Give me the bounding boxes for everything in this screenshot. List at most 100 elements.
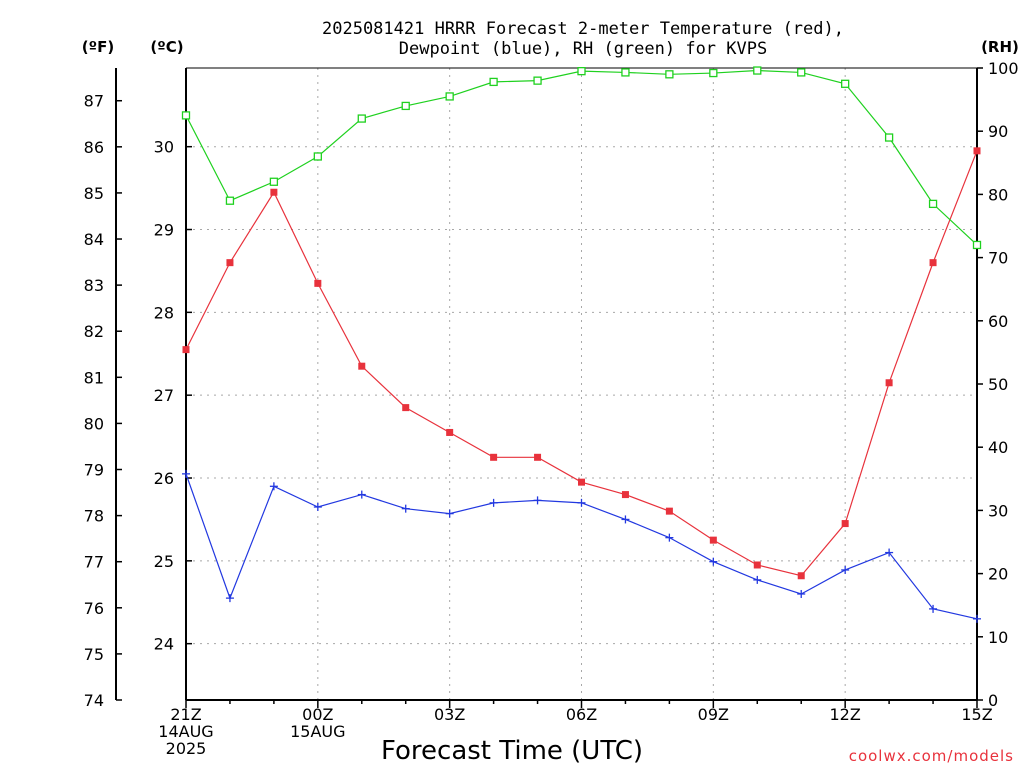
fahrenheit-unit-label: (ºF) [82,38,114,56]
temperature-point [358,362,366,370]
celsius-tick-label: 29 [154,221,174,240]
rh-tick-label: 20 [988,565,1008,584]
chart-title-line-1: 2025081421 HRRR Forecast 2-meter Tempera… [322,19,844,39]
rh-unit-label: (RH) [981,38,1019,56]
x-tick-label: 06Z [566,705,597,724]
rh-point [928,199,938,209]
dewpoint-point [885,548,894,557]
rh-point [181,111,191,120]
dewpoint-point [665,533,674,542]
celsius-tick-label: 25 [154,552,174,571]
dewpoint-point [357,490,366,499]
x-tick-label: 21Z [170,705,201,724]
series-layer [181,66,982,623]
x-tick-label: 15Z [961,705,992,724]
dewpoint-point [182,469,190,478]
rh-point [841,79,850,88]
x-tick-label: 15AUG [290,722,345,741]
rh-point [357,114,366,123]
celsius-unit-label: (ºC) [150,38,183,56]
fahrenheit-tick-label: 82 [84,322,104,341]
x-tick-label: 00Z [302,705,333,724]
temperature-point [534,453,542,461]
fahrenheit-tick-label: 75 [84,645,104,664]
rh-tick-label: 100 [988,59,1019,78]
x-tick-label: 2025 [166,739,207,758]
celsius-tick-label: 27 [154,386,174,405]
dewpoint-point [401,504,410,513]
rh-tick-label: 90 [988,122,1008,141]
rh-tick-label: 10 [988,628,1008,647]
fahrenheit-tick-label: 83 [84,276,104,295]
fahrenheit-tick-label: 77 [84,553,104,572]
dewpoint-point [709,557,718,566]
temperature-point [797,572,805,580]
x-tick-label: 09Z [698,705,729,724]
rh-point [533,76,542,85]
celsius-tick-label: 26 [154,469,174,488]
dewpoint-point [621,515,630,524]
temperature-point [270,188,278,196]
dewpoint-point [313,503,322,512]
temperature-point [402,404,410,412]
rh-point [621,68,630,77]
fahrenheit-tick-label: 79 [84,461,104,480]
temperature-point [446,428,454,436]
rh-point [577,67,586,76]
temperature-point [490,453,498,461]
temperature-point [578,478,585,486]
x-axis-label: Forecast Time (UTC) [381,736,643,766]
fahrenheit-tick-label: 74 [84,691,104,710]
fahrenheit-tick-label: 81 [84,368,104,387]
fahrenheit-tick-label: 76 [84,599,104,618]
temperature-point [841,520,849,528]
chart-title-line-2: Dewpoint (blue), RH (green) for KVPS [399,39,767,59]
celsius-tick-label: 28 [154,303,174,322]
rh-point [401,101,410,111]
temperature-point [621,491,629,499]
fahrenheit-tick-label: 80 [84,414,104,433]
fahrenheit-tick-label: 78 [84,507,104,526]
grid-lines [186,68,977,700]
x-tick-label: 03Z [434,705,465,724]
rh-point [884,133,894,142]
dewpoint-point [753,575,762,584]
dewpoint-point [577,498,586,507]
celsius-tick-label: 30 [154,138,174,157]
rh-point [972,240,982,250]
dewpoint-point [225,594,234,603]
rh-tick-label: 60 [988,312,1008,331]
x-tick-label: 12Z [830,705,861,724]
dewpoint-point [797,589,806,598]
rh-point [445,92,454,101]
rh-point [269,177,279,186]
temperature-point [709,536,717,544]
rh-point [665,70,674,79]
dewpoint-point [489,498,498,507]
temperature-point [665,507,673,515]
dewpoint-point [973,614,981,623]
dewpoint-point [533,496,542,505]
rh-tick-label: 80 [988,185,1008,204]
fahrenheit-tick-label: 84 [84,230,104,249]
celsius-tick-label: 24 [154,635,174,654]
temperature-point [973,147,981,155]
rh-tick-label: 70 [988,249,1008,268]
rh-tick-label: 40 [988,438,1008,457]
temperature-point [753,561,761,569]
temperature-point [314,279,322,287]
rh-point [489,77,498,87]
rh-point [709,68,718,78]
temperature-point [226,259,234,267]
rh-tick-label: 0 [988,691,998,710]
rh-tick-label: 30 [988,501,1008,520]
temperature-point [885,379,893,387]
rh-point [797,68,806,77]
rh-tick-label: 50 [988,375,1008,394]
x-tick-label: 14AUG [158,722,213,741]
dewpoint-point [269,482,278,491]
dewpoint-point [445,509,454,518]
credit-text: coolwx.com/models [849,747,1014,765]
